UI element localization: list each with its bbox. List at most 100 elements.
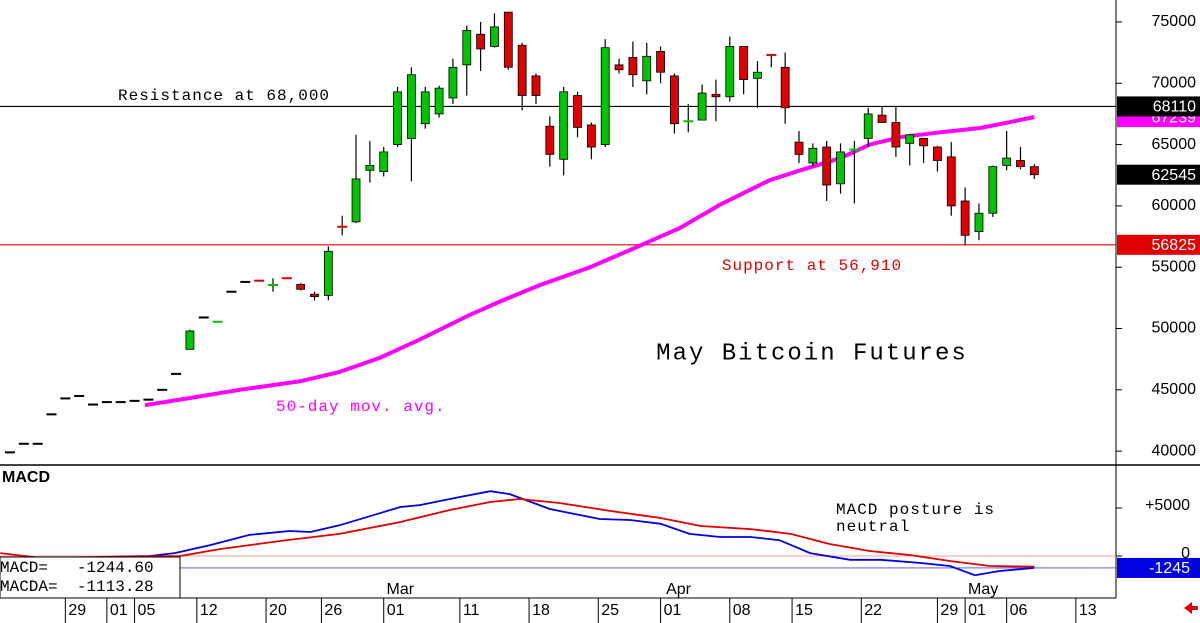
candle-body xyxy=(351,178,361,223)
resistance-value-box xyxy=(1117,96,1200,117)
candle-body xyxy=(267,283,278,286)
candle-body xyxy=(74,394,85,397)
y-tick-label: 40000 xyxy=(1152,442,1197,459)
candle-body xyxy=(642,55,652,82)
candle-body xyxy=(1002,157,1012,166)
candle-body xyxy=(531,75,541,96)
scroll-arrow[interactable] xyxy=(1184,602,1198,614)
annotation: MACD posture is xyxy=(836,501,995,519)
candle-body xyxy=(988,166,998,214)
candle-body xyxy=(586,124,596,148)
candle-body xyxy=(171,372,182,375)
x-tick-label: 08 xyxy=(733,602,751,619)
annotation: neutral xyxy=(836,518,910,536)
candle-body xyxy=(281,277,292,280)
candle-body xyxy=(905,134,915,144)
macd-line xyxy=(0,498,1035,568)
readout: MACD= -1244.60 xyxy=(0,559,154,577)
candle-body xyxy=(863,113,873,139)
support-value-box xyxy=(1117,234,1200,255)
x-tick-label: 01 xyxy=(968,602,986,619)
candle-body xyxy=(101,401,112,404)
candle-body xyxy=(60,397,71,400)
candle-body xyxy=(960,200,970,236)
y-tick-label: 65000 xyxy=(1152,136,1197,153)
candle-body xyxy=(670,75,679,125)
x-tick-label: 13 xyxy=(1079,602,1097,619)
x-tick-label: 29 xyxy=(940,602,958,619)
y-tick-label: 45000 xyxy=(1152,381,1197,398)
x-tick-label: 01 xyxy=(110,602,128,619)
x-tick-label: 22 xyxy=(864,602,882,619)
chart-title: May Bitcoin Futures xyxy=(656,340,968,367)
candle-body xyxy=(198,316,209,319)
support-value-label: 56825 xyxy=(1152,237,1197,254)
candle-body xyxy=(337,225,348,228)
candle-body xyxy=(808,147,818,164)
x-tick-label: 01 xyxy=(664,602,682,619)
candle-body xyxy=(573,95,582,128)
candle-body xyxy=(490,26,499,47)
candle-body xyxy=(240,280,251,283)
candle-body xyxy=(185,330,195,350)
candle-body xyxy=(4,451,15,454)
candle-body xyxy=(545,125,555,155)
macd-line xyxy=(99,490,1035,577)
candle-body xyxy=(974,212,984,233)
candle-body xyxy=(143,398,154,401)
candle-body xyxy=(379,151,389,172)
candle-body xyxy=(476,33,486,50)
candle-body xyxy=(18,442,29,445)
reference-label: Support at 56,910 xyxy=(722,257,902,275)
x-tick-label: 18 xyxy=(532,602,550,619)
candle-body xyxy=(46,413,57,416)
candle-body xyxy=(32,442,43,445)
resistance-value-label: 68110 xyxy=(1153,99,1196,116)
candle-body xyxy=(462,30,472,66)
y-tick-label: 60000 xyxy=(1152,197,1197,214)
candle-body xyxy=(365,165,375,171)
x-tick-label: 01 xyxy=(387,602,405,619)
candle-body xyxy=(157,388,168,391)
candle-body xyxy=(711,93,721,98)
y-tick-label: 0 xyxy=(1181,545,1190,562)
candle-body xyxy=(115,401,126,404)
y-tick-label: 55000 xyxy=(1152,258,1197,275)
candle-body xyxy=(559,91,569,160)
last-close-box xyxy=(1117,164,1200,185)
x-tick-label: 15 xyxy=(795,602,813,619)
candle-body xyxy=(407,74,416,139)
candle-body xyxy=(503,11,513,68)
y-tick-label: 70000 xyxy=(1152,74,1197,91)
x-tick-label: 05 xyxy=(138,602,156,619)
candle-body xyxy=(1016,160,1025,168)
candle-body xyxy=(434,87,444,115)
candle-body xyxy=(836,151,845,185)
candle-body xyxy=(919,138,928,147)
x-tick-label: 26 xyxy=(324,602,342,619)
candle-body xyxy=(849,148,860,151)
x-tick-label: 11 xyxy=(463,602,480,619)
candle-body xyxy=(212,320,223,323)
candle-body xyxy=(393,91,402,145)
last-value-box xyxy=(1117,557,1200,578)
candle-body xyxy=(88,403,99,406)
candle-body xyxy=(323,250,333,296)
candle-body xyxy=(766,54,777,57)
last-close-label: 62545 xyxy=(1152,167,1197,184)
candle-body xyxy=(753,71,762,79)
month-label: Mar xyxy=(387,581,415,598)
candle-body xyxy=(933,146,942,161)
readout: MACDA= -1113.28 xyxy=(0,578,154,596)
x-tick-label: 06 xyxy=(1010,602,1028,619)
candle-body xyxy=(600,47,610,145)
candle-body xyxy=(780,66,790,109)
candle-body xyxy=(310,293,319,298)
candle-body xyxy=(794,141,804,155)
candle-body xyxy=(296,283,306,290)
panel-title: MACD xyxy=(2,469,50,486)
x-tick-label: 29 xyxy=(68,602,86,619)
month-label: Apr xyxy=(666,581,692,598)
candle-body xyxy=(739,46,749,80)
